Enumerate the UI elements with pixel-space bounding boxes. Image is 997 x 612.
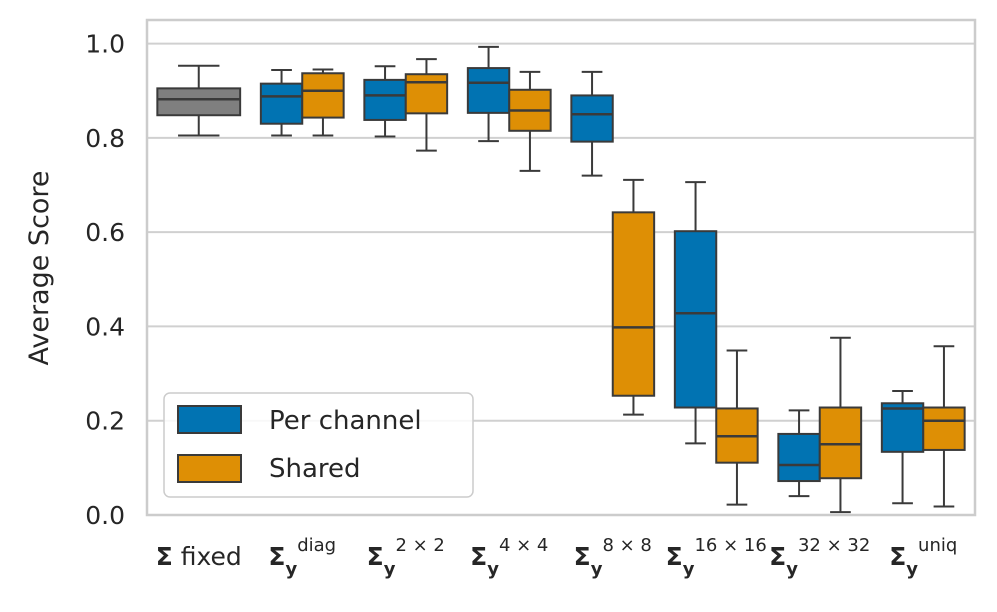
box-body	[156, 87, 242, 117]
legend-swatch-per-channel	[177, 405, 242, 434]
box-16x16-per-channel	[673, 181, 718, 445]
box-uniq-shared	[922, 345, 966, 508]
legend-swatch-shared	[177, 454, 242, 483]
x-category-label-16x16: Σy16 × 16	[666, 535, 767, 580]
x-category-label-uniq: Σyuniq	[889, 535, 957, 580]
box-8x8-per-channel	[570, 70, 614, 177]
x-category-label-4x4: Σy4 × 4	[470, 535, 548, 580]
x-category-label-8x8: Σy8 × 8	[574, 535, 652, 580]
boxes	[156, 45, 966, 514]
box-body	[673, 230, 718, 409]
y-tick-labels: 0.0 0.2 0.4 0.6 0.8 1.0	[85, 30, 125, 530]
y-axis-label: Average Score	[24, 170, 55, 365]
box-diag-shared	[301, 68, 345, 137]
box-4x4-shared	[508, 70, 552, 172]
legend: Per channel Shared	[163, 392, 474, 498]
box-body	[466, 67, 511, 114]
x-category-label-2x2: Σy2 × 2	[367, 535, 445, 580]
y-tick-label: 0.6	[85, 218, 125, 247]
box-body	[259, 82, 304, 125]
legend-label-per-channel: Per channel	[269, 406, 422, 436]
box-body	[922, 406, 966, 451]
box-32x32-per-channel	[777, 409, 821, 498]
x-category-label-diag: Σydiag	[268, 535, 336, 580]
legend-label-shared: Shared	[269, 454, 361, 484]
box-4x4-per-channel	[466, 45, 511, 143]
box-body	[301, 72, 345, 119]
plot-frame	[145, 18, 977, 517]
box-body	[570, 94, 614, 143]
box-32x32-shared	[818, 336, 863, 514]
box-body	[777, 432, 821, 483]
x-category-label-32x32: Σy32 × 32	[769, 535, 870, 580]
y-tick-label: 0.0	[85, 501, 125, 530]
box-body	[880, 402, 925, 453]
box-body	[363, 78, 407, 121]
y-tick-label: 1.0	[85, 30, 125, 59]
box-fixed-fixed	[156, 64, 242, 137]
x-category-label-fixed: Σ fixed	[156, 542, 242, 571]
box-body	[818, 406, 863, 480]
box-8x8-shared	[611, 178, 656, 416]
x-category-labels: Σ fixed Σydiag Σy2 × 2 Σy4 × 4 Σy8 × 8 Σy16 ×…	[156, 535, 958, 580]
box-2x2-shared	[404, 58, 449, 152]
box-2x2-per-channel	[363, 65, 407, 138]
box-body	[611, 211, 656, 397]
box-body	[404, 73, 449, 115]
y-tick-label: 0.4	[85, 312, 125, 341]
y-tick-label: 0.8	[85, 124, 125, 153]
y-tick-label: 0.2	[85, 407, 125, 436]
box-uniq-per-channel	[880, 390, 925, 505]
box-16x16-shared	[715, 349, 759, 506]
box-diag-per-channel	[259, 68, 304, 137]
